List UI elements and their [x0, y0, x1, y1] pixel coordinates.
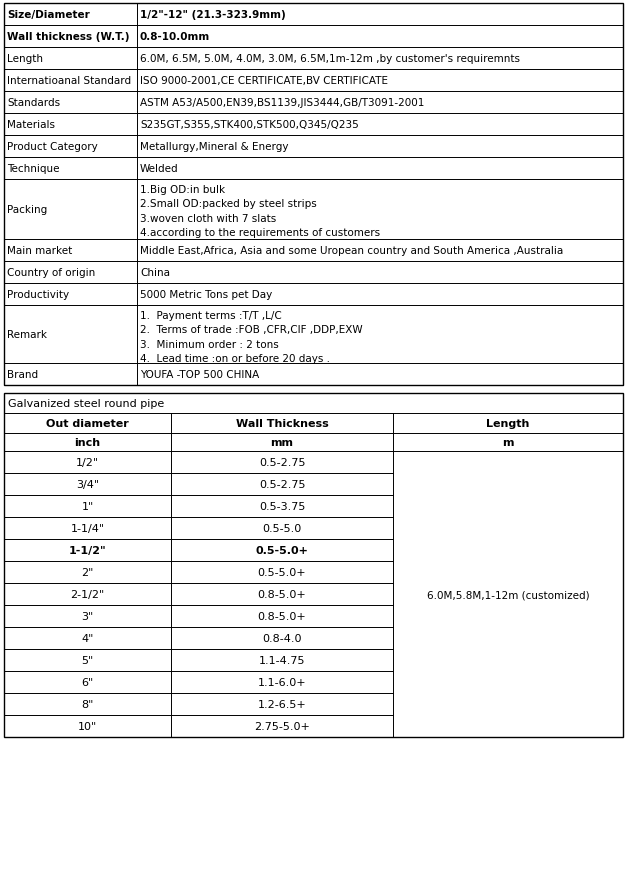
Text: 3/4": 3/4": [76, 479, 99, 489]
Text: Technique: Technique: [7, 164, 60, 174]
Text: 2": 2": [82, 567, 93, 578]
Text: Middle East,Africa, Asia and some Uropean country and South America ,Australia: Middle East,Africa, Asia and some Uropea…: [140, 245, 563, 256]
Text: 0.5-3.75: 0.5-3.75: [259, 501, 305, 511]
Text: 1/2"-12" (21.3-323.9mm): 1/2"-12" (21.3-323.9mm): [140, 10, 286, 20]
Text: 1.1-6.0+: 1.1-6.0+: [258, 677, 307, 688]
Text: 0.5-5.0: 0.5-5.0: [262, 524, 302, 533]
Text: 0.8-4.0: 0.8-4.0: [262, 633, 302, 643]
Text: 1": 1": [82, 501, 93, 511]
Text: 3": 3": [82, 611, 93, 621]
Text: 2.75-5.0+: 2.75-5.0+: [254, 721, 310, 731]
Text: 0.5-2.75: 0.5-2.75: [259, 457, 305, 468]
Text: 5000 Metric Tons pet Day: 5000 Metric Tons pet Day: [140, 290, 272, 299]
Text: 1.  Payment terms :T/T ,L/C
2.  Terms of trade :FOB ,CFR,CIF ,DDP,EXW
3.  Minimu: 1. Payment terms :T/T ,L/C 2. Terms of t…: [140, 311, 362, 364]
Text: 0.5-2.75: 0.5-2.75: [259, 479, 305, 489]
Text: Packing: Packing: [7, 205, 47, 214]
Text: Size/Diameter: Size/Diameter: [7, 10, 90, 20]
Text: 6.0M,5.8M,1-12m (customized): 6.0M,5.8M,1-12m (customized): [427, 589, 589, 599]
Text: mm: mm: [270, 438, 293, 447]
Text: Welded: Welded: [140, 164, 179, 174]
Text: 0.8-5.0+: 0.8-5.0+: [258, 589, 307, 599]
Bar: [4, 393, 623, 737]
Text: S235GT,S355,STK400,STK500,Q345/Q235: S235GT,S355,STK400,STK500,Q345/Q235: [140, 120, 359, 130]
Text: ISO 9000-2001,CE CERTIFICATE,BV CERTIFICATE: ISO 9000-2001,CE CERTIFICATE,BV CERTIFIC…: [140, 76, 388, 86]
Text: 0.5-5.0+: 0.5-5.0+: [256, 546, 308, 556]
Text: Main market: Main market: [7, 245, 72, 256]
Text: 0.5-5.0+: 0.5-5.0+: [258, 567, 307, 578]
Bar: [4, 4, 623, 385]
Text: Length: Length: [487, 418, 530, 429]
Text: Length: Length: [7, 54, 43, 64]
Text: 6.0M, 6.5M, 5.0M, 4.0M, 3.0M, 6.5M,1m-12m ,by customer's requiremnts: 6.0M, 6.5M, 5.0M, 4.0M, 3.0M, 6.5M,1m-12…: [140, 54, 520, 64]
Text: Materials: Materials: [7, 120, 55, 130]
Text: Product Category: Product Category: [7, 142, 98, 152]
Text: Remark: Remark: [7, 330, 47, 339]
Text: Wall Thickness: Wall Thickness: [236, 418, 329, 429]
Text: 4": 4": [82, 633, 93, 643]
Text: inch: inch: [75, 438, 100, 447]
Text: Standards: Standards: [7, 97, 60, 108]
Text: YOUFA -TOP 500 CHINA: YOUFA -TOP 500 CHINA: [140, 369, 259, 379]
Text: 8": 8": [82, 699, 93, 709]
Text: Productivity: Productivity: [7, 290, 69, 299]
Text: 0.8-5.0+: 0.8-5.0+: [258, 611, 307, 621]
Text: 1-1/4": 1-1/4": [70, 524, 105, 533]
Text: 2-1/2": 2-1/2": [70, 589, 105, 599]
Text: 10": 10": [78, 721, 97, 731]
Text: China: China: [140, 268, 170, 277]
Text: 1.1-4.75: 1.1-4.75: [259, 656, 305, 665]
Text: Wall thickness (W.T.): Wall thickness (W.T.): [7, 32, 130, 42]
Text: Out diameter: Out diameter: [46, 418, 129, 429]
Text: Metallurgy,Mineral & Energy: Metallurgy,Mineral & Energy: [140, 142, 288, 152]
Text: 1.Big OD:in bulk
2.Small OD:packed by steel strips
3.woven cloth with 7 slats
4.: 1.Big OD:in bulk 2.Small OD:packed by st…: [140, 185, 380, 238]
Text: Galvanized steel round pipe: Galvanized steel round pipe: [8, 399, 164, 408]
Text: 0.8-10.0mm: 0.8-10.0mm: [140, 32, 210, 42]
Text: 5": 5": [82, 656, 93, 665]
Text: ASTM A53/A500,EN39,BS1139,JIS3444,GB/T3091-2001: ASTM A53/A500,EN39,BS1139,JIS3444,GB/T30…: [140, 97, 424, 108]
Text: Internatioanal Standard: Internatioanal Standard: [7, 76, 131, 86]
Text: m: m: [502, 438, 514, 447]
Text: Country of origin: Country of origin: [7, 268, 95, 277]
Text: Brand: Brand: [7, 369, 38, 379]
Text: 1-1/2": 1-1/2": [69, 546, 107, 556]
Text: 1/2": 1/2": [76, 457, 99, 468]
Text: 1.2-6.5+: 1.2-6.5+: [258, 699, 307, 709]
Text: 6": 6": [82, 677, 93, 688]
